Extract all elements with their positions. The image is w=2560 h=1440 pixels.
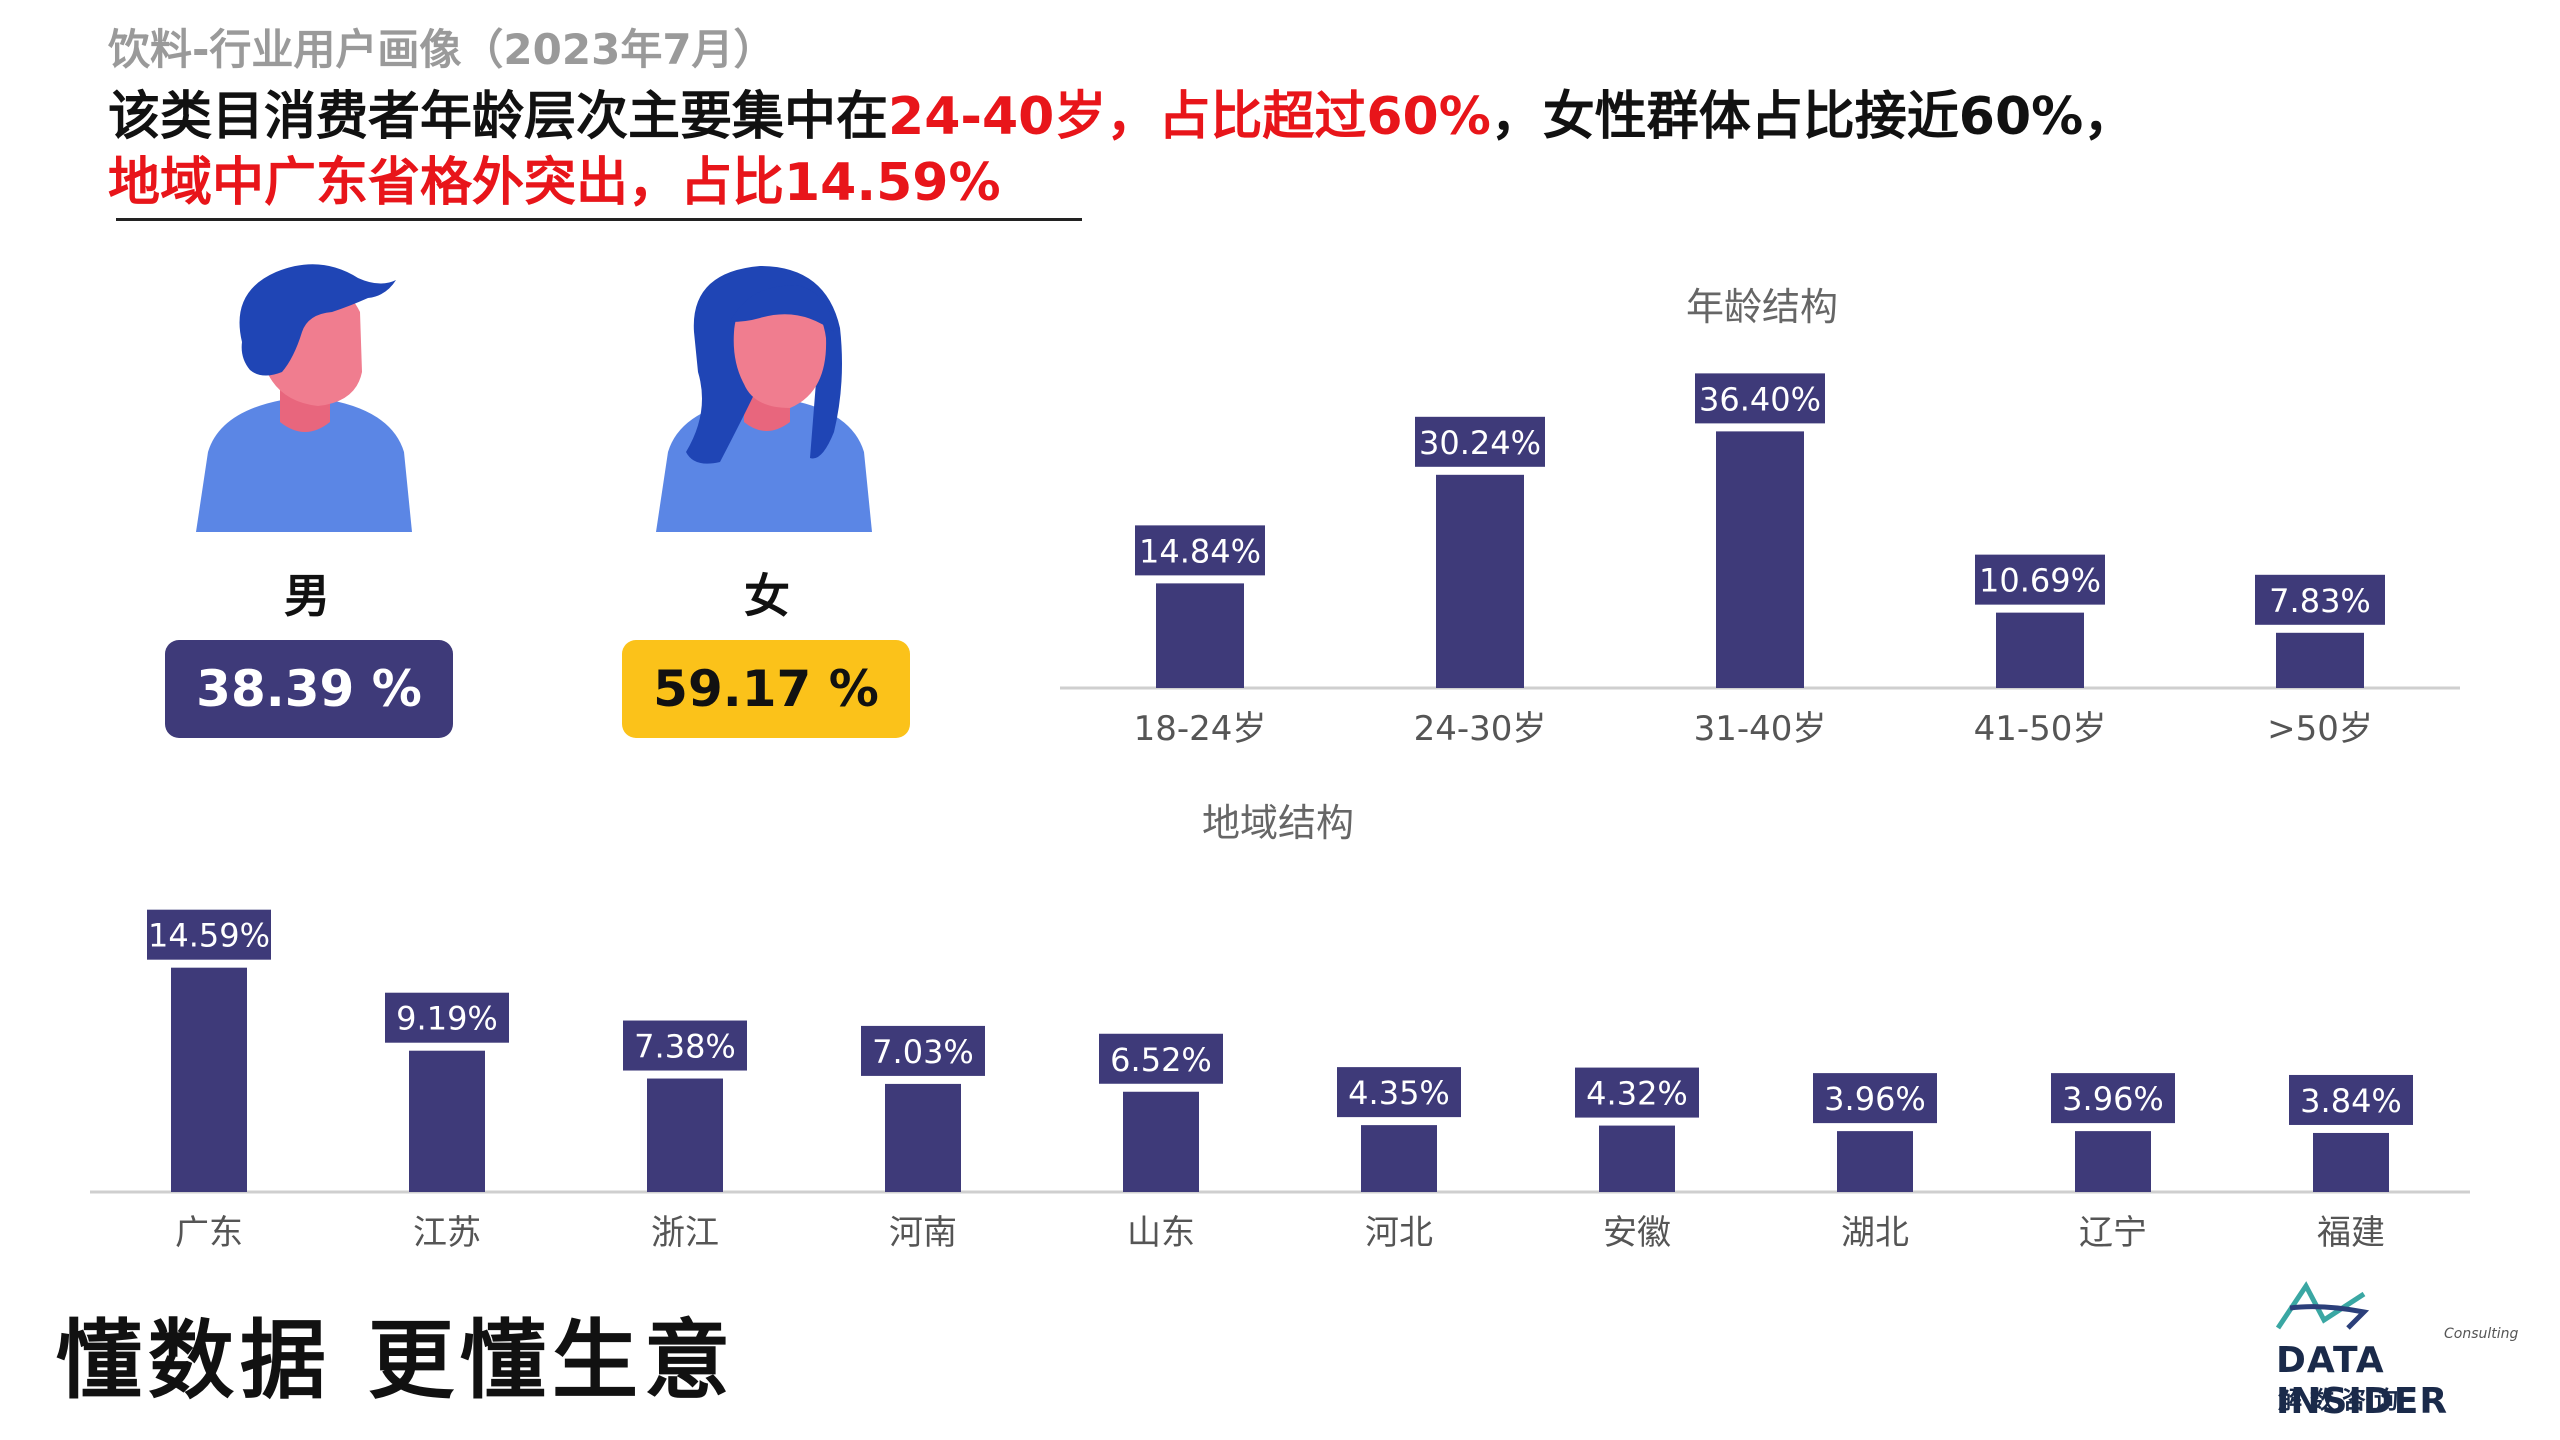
region-bar	[171, 967, 247, 1192]
age-bar	[1996, 612, 2084, 688]
region-category-label: 河南	[889, 1213, 957, 1253]
region-data-label: 9.19%	[396, 1000, 498, 1038]
region-data-label: 4.35%	[1348, 1074, 1450, 1112]
region-data-label-bg	[147, 909, 271, 960]
age-bar	[1156, 583, 1244, 688]
region-data-label-bg	[623, 1020, 747, 1071]
region-bar	[1123, 1091, 1199, 1192]
headline-text-3: ，女性群体占比接近60%，	[1490, 87, 2136, 147]
headline: 该类目消费者年龄层次主要集中在24-40岁，占比超过60%，女性群体占比接近60…	[108, 84, 2408, 216]
region-bar-chart: 14.59% 广东 9.19% 江苏 7.38% 浙江 7.03% 河南 6.52% 山东 4.35…	[90, 909, 2470, 1253]
region-bar	[1837, 1131, 1913, 1192]
region-category-label: 安徽	[1603, 1213, 1671, 1253]
region-category-label: 河北	[1365, 1213, 1433, 1253]
region-data-label-bg	[1575, 1067, 1699, 1118]
region-data-label: 7.03%	[872, 1033, 974, 1071]
region-data-label: 3.84%	[2300, 1082, 2402, 1120]
logo-consulting: Consulting	[2444, 1326, 2519, 1342]
age-data-label: 36.40%	[1699, 380, 1821, 418]
age-bar	[2276, 632, 2364, 688]
logo-name: DATA INSIDER	[2276, 1340, 2449, 1422]
headline-text-4: 地域中广东省格外突出，占比14.59%	[108, 153, 1001, 213]
male-percentage-badge: 38.39 %	[165, 640, 453, 738]
headline-text-1: 该类目消费者年龄层次主要集中在	[108, 87, 889, 147]
region-data-label-bg	[385, 992, 509, 1043]
region-bar	[885, 1083, 961, 1192]
region-data-label-bg	[1099, 1033, 1223, 1084]
region-bar	[647, 1078, 723, 1192]
region-category-label: 辽宁	[2079, 1213, 2147, 1253]
region-category-label: 山东	[1127, 1213, 1195, 1253]
male-label: 男	[284, 569, 330, 623]
female-avatar-icon	[656, 266, 872, 532]
region-data-label-bg	[1813, 1073, 1937, 1124]
region-chart-title: 地域结构	[1201, 801, 1354, 845]
region-data-label-bg	[861, 1025, 985, 1076]
region-data-label-bg	[2289, 1074, 2413, 1125]
male-percentage: 38.39 %	[196, 660, 422, 718]
region-category-label: 广东	[175, 1213, 243, 1253]
region-bar	[2075, 1131, 2151, 1192]
slogan: 懂数据 更懂生意	[56, 1311, 736, 1411]
age-data-label: 7.83%	[2269, 582, 2371, 620]
region-data-label: 7.38%	[634, 1028, 736, 1066]
female-percentage: 59.17 %	[653, 660, 879, 718]
age-data-label-bg	[2255, 574, 2385, 625]
age-data-label: 10.69%	[1979, 562, 2101, 600]
age-data-label-bg	[1975, 554, 2105, 605]
age-category-label: 41-50岁	[1974, 709, 2107, 749]
region-data-label: 6.52%	[1110, 1041, 1212, 1079]
data-insider-logo-icon	[2275, 1281, 2370, 1330]
age-chart-title: 年龄结构	[1685, 285, 1838, 329]
region-data-label: 3.96%	[1824, 1080, 1926, 1118]
male-avatar-icon	[196, 264, 412, 532]
age-data-label: 14.84%	[1139, 532, 1261, 570]
age-bar-chart: 14.84% 18-24岁 30.24% 24-30岁 36.40% 31-40岁 10.6…	[1060, 373, 2460, 749]
region-category-label: 福建	[2317, 1213, 2385, 1253]
age-category-label: 18-24岁	[1134, 709, 1267, 749]
logo-subtitle: 解数咨询	[2278, 1386, 2406, 1414]
region-data-label-bg	[1337, 1067, 1461, 1118]
region-category-label: 浙江	[651, 1213, 719, 1253]
slide-subtitle: 饮料-行业用户画像（2023年7月）	[108, 25, 776, 74]
region-category-label: 湖北	[1841, 1213, 1909, 1253]
age-category-label: 31-40岁	[1694, 709, 1827, 749]
region-data-label: 3.96%	[2062, 1080, 2164, 1118]
age-data-label-bg	[1135, 525, 1265, 576]
female-percentage-badge: 59.17 %	[622, 640, 910, 738]
region-category-label: 江苏	[413, 1213, 481, 1253]
age-data-label-bg	[1415, 416, 1545, 467]
age-data-label-bg	[1695, 373, 1825, 424]
age-bar	[1436, 474, 1524, 688]
region-bar	[1361, 1125, 1437, 1192]
region-data-label: 4.32%	[1586, 1075, 1688, 1113]
headline-text-2: 24-40岁，占比超过60%	[888, 87, 1491, 147]
region-bar	[2313, 1132, 2389, 1192]
age-category-label: >50岁	[2267, 709, 2373, 749]
age-bar	[1716, 431, 1804, 688]
female-label: 女	[744, 569, 790, 623]
age-category-label: 24-30岁	[1414, 709, 1547, 749]
region-data-label-bg	[2051, 1073, 2175, 1124]
region-bar	[1599, 1125, 1675, 1192]
age-data-label: 30.24%	[1419, 424, 1541, 462]
region-data-label: 14.59%	[148, 917, 270, 955]
region-bar	[409, 1050, 485, 1192]
headline-underline	[116, 218, 1082, 221]
